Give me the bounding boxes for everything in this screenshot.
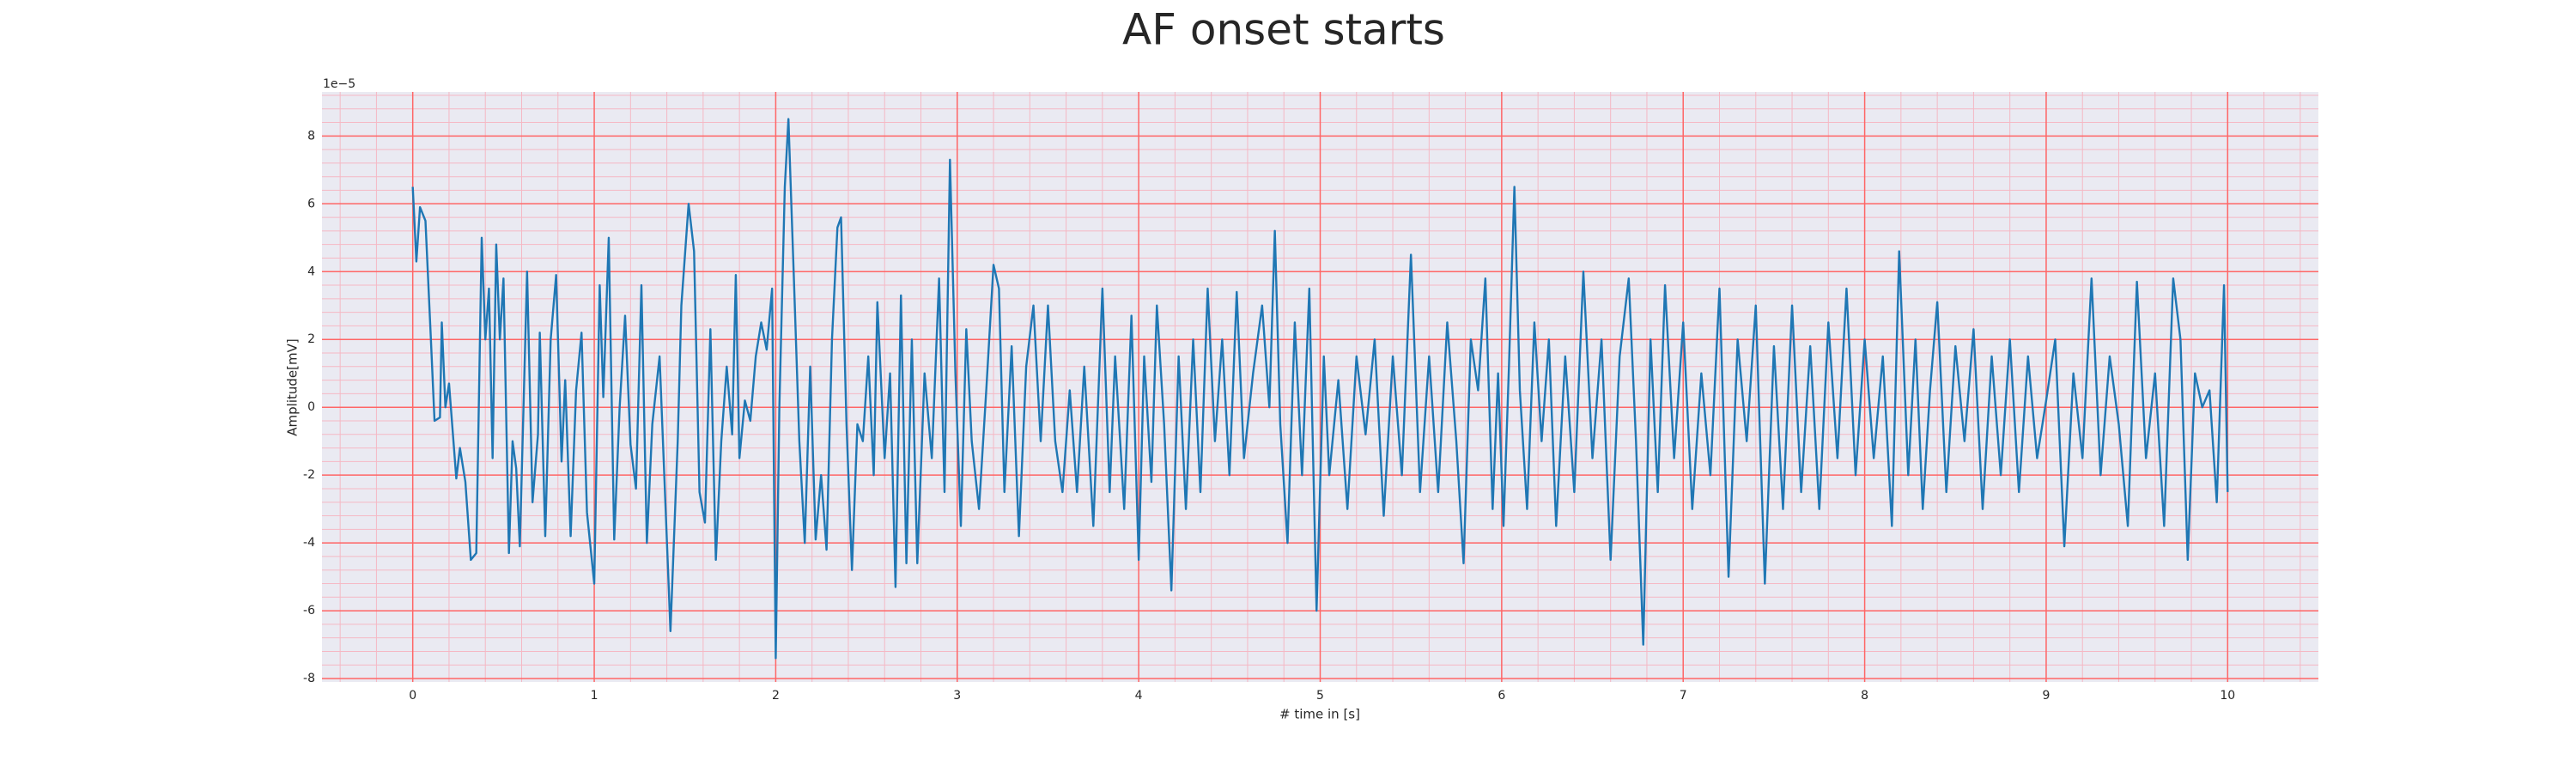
y-tick-label: -8 <box>303 672 315 685</box>
x-tick-label: 2 <box>772 689 780 703</box>
x-tick-label: 9 <box>2042 689 2050 703</box>
x-tick-label: 6 <box>1498 689 1505 703</box>
y-tick-label: 6 <box>307 197 315 210</box>
y-tick-label: 0 <box>307 400 315 414</box>
y-tick-label: -2 <box>303 468 315 482</box>
y-offset-label: 1e−5 <box>323 77 355 91</box>
y-axis-label: Amplitude[mV] <box>285 338 301 435</box>
y-tick-label: -6 <box>303 604 315 618</box>
y-tick-label: -4 <box>303 536 315 550</box>
x-tick-label: 0 <box>409 689 416 703</box>
x-tick-label: 10 <box>2220 689 2235 703</box>
x-tick-label: 7 <box>1680 689 1687 703</box>
chart-title: AF onset starts <box>1122 5 1445 55</box>
grid <box>322 92 2318 682</box>
x-tick-label: 8 <box>1861 689 1868 703</box>
x-tick-label: 1 <box>591 689 598 703</box>
marks <box>411 118 2229 660</box>
y-tick-label: 4 <box>307 265 315 278</box>
y-tick-label: 8 <box>307 129 315 143</box>
x-axis-label: # time in [s] <box>1279 707 1360 722</box>
x-tick-label: 4 <box>1135 689 1143 703</box>
y-tick-label: 2 <box>307 332 315 346</box>
x-tick-label: 3 <box>953 689 961 703</box>
x-tick-label: 5 <box>1316 689 1324 703</box>
signal-line <box>411 118 2229 660</box>
tick-labels: 0 1 2 3 4 5 6 7 8 9 10 -8 -6 -4 -2 0 2 4 6 8 <box>303 129 2235 703</box>
